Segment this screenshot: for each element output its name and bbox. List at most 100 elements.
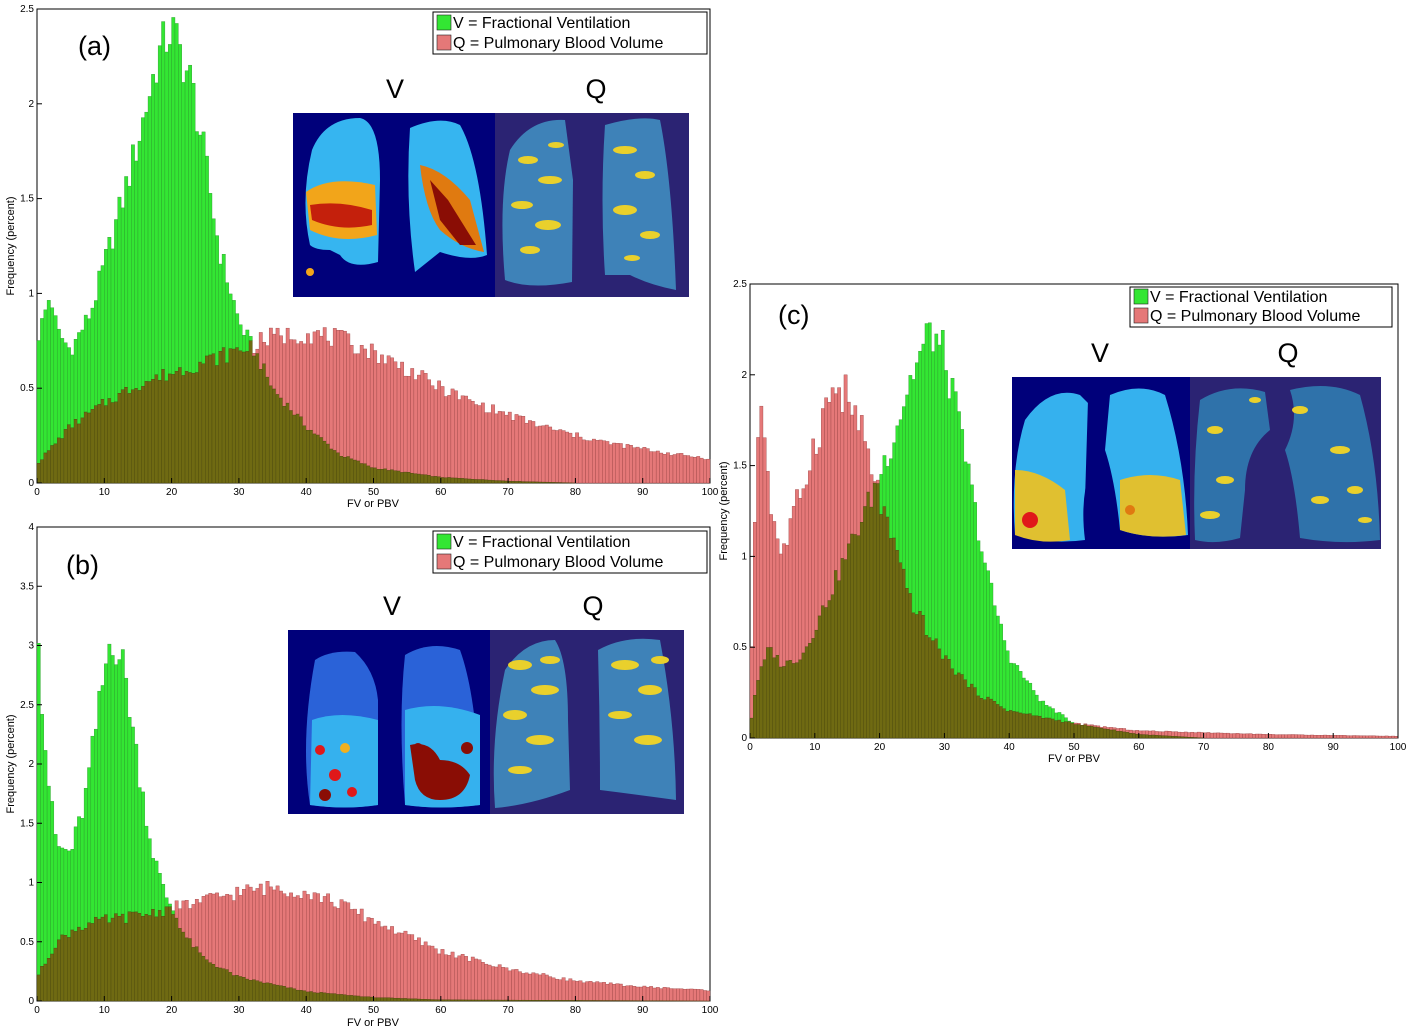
panel-b-bar-q-191	[679, 988, 684, 1002]
panel-b-bar-overlap-8	[63, 935, 68, 1002]
panel-c-bar-overlap-91	[1044, 717, 1049, 739]
panel-b-perfusion-map	[493, 638, 676, 808]
panel-a-bar-q-186	[662, 454, 667, 484]
panel-a-bar-overlap-51	[208, 354, 213, 484]
panel-c-bar-v-97	[1064, 717, 1068, 722]
panel-c-bar-overlap-4	[762, 659, 767, 739]
panel-c-bar-v-94	[1054, 712, 1059, 721]
panel-b-bar-q-97	[363, 921, 367, 997]
panel-a-bar-q-147	[531, 421, 536, 483]
panel-b-y-tick-label-8: 4	[28, 522, 34, 533]
panel-c-bar-overlap-3	[759, 666, 764, 739]
panel-a-bar-q-157	[565, 431, 569, 483]
panel-c-bar-overlap-105	[1089, 725, 1094, 739]
panel-c-bar-v-92	[1047, 706, 1052, 719]
panel-a-inset-q-label: Q	[585, 74, 606, 104]
panel-c-bar-q-182	[1339, 735, 1344, 739]
panel-b-bar-v-39	[168, 903, 172, 908]
panel-b-bar-q-150	[541, 973, 546, 1001]
panel-c-bar-overlap-55	[928, 637, 932, 739]
panel-c-bar-overlap-62	[950, 668, 955, 739]
panel-b-bar-q-171	[612, 984, 616, 1001]
panel-a-bar-overlap-85	[322, 440, 327, 484]
panel-c-bar-q-107	[1096, 725, 1101, 728]
panel-b-bar-q-167	[598, 982, 603, 1001]
panel-b-bar-q-147	[531, 972, 536, 1001]
panel-b-bar-q-59	[235, 886, 240, 976]
panel-a-bar-v-1	[40, 318, 44, 460]
panel-a-x-tick-label-9: 90	[637, 487, 649, 498]
panel-b-bar-overlap-87	[329, 993, 334, 1002]
panel-c-y-tick-label-4: 2	[741, 370, 747, 381]
panel-a-bar-q-172	[615, 443, 620, 484]
panel-a-bar-overlap-111	[410, 472, 415, 484]
panel-b-bar-overlap-14	[83, 928, 88, 1002]
panel-b-bar-q-149	[538, 974, 542, 1001]
panel-a-bar-q-153	[551, 429, 556, 483]
panel-c-y-ticks: 0 0.5 1 1.5 2 2.5	[733, 279, 755, 744]
panel-a-bar-q-107	[396, 368, 401, 472]
panel-a-bar-q-67	[262, 342, 267, 365]
panel-c-x-tick-label-5: 50	[1068, 742, 1080, 753]
panel-c-bar-v-68	[970, 484, 974, 685]
panel-b-bar-q-81	[309, 899, 314, 992]
panel-a-bar-overlap-124	[454, 477, 458, 484]
panel-b-bar-v-13	[80, 818, 85, 931]
panel-c-bar-v-49	[908, 375, 913, 594]
panel-c-bar-overlap-36	[866, 491, 871, 739]
panel-a-bar-overlap-137	[497, 480, 502, 484]
panel-c-bar-overlap-110	[1106, 729, 1110, 739]
panel-a-bar-q-143	[517, 415, 522, 482]
panel-a-bar-overlap-43	[181, 375, 186, 484]
panel-a-bar-q-191	[679, 453, 684, 484]
panel-b-y-ticks: 0 0.5 1 1.5 2 2.5 3 3.5 4	[20, 522, 42, 1007]
panel-b-y-tick-label-7: 3.5	[20, 581, 34, 592]
panel-c-bar-q-169	[1297, 734, 1302, 739]
panel-c-bar-v-79	[1005, 650, 1010, 712]
panel-b-bar-q-128	[467, 960, 472, 1001]
panel-b-bar-overlap-66	[258, 981, 263, 1002]
panel-c-bar-v-80	[1009, 662, 1013, 711]
panel-b-bar-v-36	[157, 873, 162, 911]
panel-a-bar-q-104	[386, 355, 391, 471]
panel-c-bar-q-13	[791, 506, 796, 664]
panel-b-bar-overlap-83	[316, 992, 320, 1002]
panel-c-bar-v-67	[966, 463, 971, 688]
panel-a-bar-q-167	[598, 439, 603, 484]
panel-a-bar-overlap-98	[366, 465, 371, 484]
panel-b-bar-q-86	[326, 893, 330, 994]
panel-c-legend-q-label: Q = Pulmonary Blood Volume	[1150, 308, 1360, 325]
panel-b-bar-overlap-61	[242, 977, 246, 1002]
panel-a-bar-q-158	[568, 432, 573, 484]
panel-c-bar-q-27	[837, 387, 841, 581]
panel-b-bar-q-110	[406, 934, 411, 1000]
panel-b-bar-overlap-11	[73, 931, 78, 1002]
panel-b-bar-v-11	[73, 826, 78, 932]
panel-b-bar-q-42	[178, 908, 182, 929]
panel-c-bar-v-42	[885, 466, 890, 518]
panel-a-bar-v-55	[221, 254, 226, 348]
panel-b-bar-overlap-93	[349, 995, 354, 1002]
panel-c-bar-v-73	[986, 570, 990, 698]
panel-a-chart: 0 10 20 30 40 50 60 70 80 90 100 0 0.5 1 1.5 2 2.5 FV o…	[5, 4, 719, 510]
panel-a-bar-overlap-34	[151, 379, 155, 484]
panel-c-bar-q-18	[808, 470, 812, 644]
panel-b-bar-q-126	[460, 954, 465, 1001]
panel-a-bar-q-114	[420, 370, 425, 475]
panel-a-bar-q-98	[366, 358, 371, 467]
panel-b-bar-overlap-117	[430, 999, 435, 1002]
panel-b-bar-q-192	[682, 988, 687, 1002]
panel-a-bar-v-44	[184, 70, 189, 372]
panel-a-bar-q-70	[272, 333, 277, 390]
panel-b-bar-v-10	[70, 849, 75, 931]
panel-a-bar-q-84	[319, 335, 324, 438]
panel-a-bar-q-141	[511, 420, 516, 482]
panel-c-bar-overlap-124	[1151, 734, 1156, 739]
panel-b-bar-overlap-128	[467, 999, 472, 1002]
panel-c-bar-overlap-121	[1141, 734, 1146, 739]
panel-b-bar-v-21	[107, 643, 112, 923]
panel-b-bar-overlap-59	[235, 975, 240, 1002]
panel-b-bar-v-27	[127, 717, 132, 912]
panel-a-bar-overlap-93	[349, 458, 354, 484]
